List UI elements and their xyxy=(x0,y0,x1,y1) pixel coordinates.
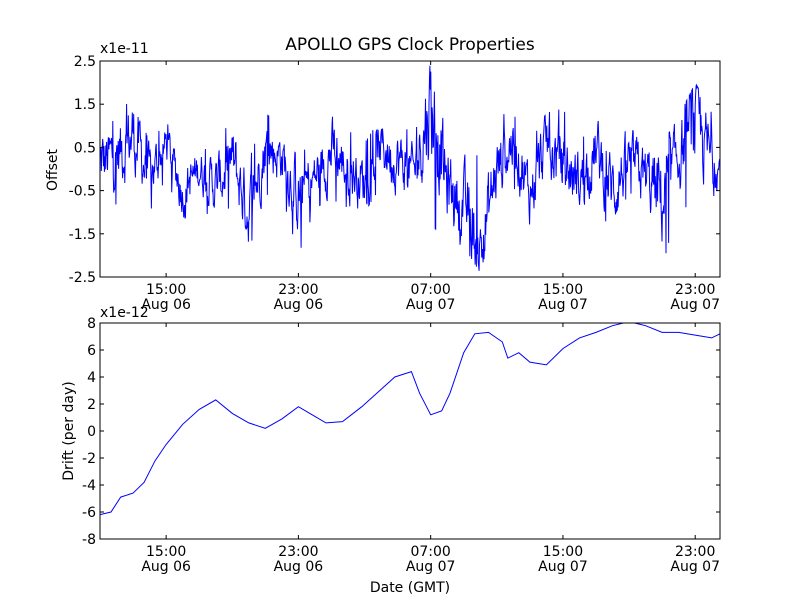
offset-x-tick-time: 07:00 xyxy=(410,282,450,298)
drift-x-tick-time: 15:00 xyxy=(543,544,583,560)
drift-series-line xyxy=(100,323,720,516)
drift-x-tick-time: 07:00 xyxy=(410,544,450,560)
drift-y-tick-label: 4 xyxy=(87,370,96,386)
offset-x-tick-date: Aug 06 xyxy=(274,297,324,313)
offset-plot-area xyxy=(100,65,720,271)
drift-x-label: Date (GMT) xyxy=(370,580,450,596)
drift-y-tick-label: 0 xyxy=(87,424,96,440)
offset-x-tick-time: 15:00 xyxy=(146,282,186,298)
offset-x-tick-date: Aug 06 xyxy=(141,297,191,313)
offset-y-tick-label: 0.5 xyxy=(74,140,96,156)
offset-multiplier: x1e-11 xyxy=(100,41,149,57)
drift-y-tick-label: -8 xyxy=(82,532,96,548)
drift-y-label: Drift (per day) xyxy=(61,381,77,480)
drift-plot-area xyxy=(100,323,720,516)
offset-x-tick-time: 23:00 xyxy=(675,282,715,298)
chart-title: APOLLO GPS Clock Properties xyxy=(285,35,535,55)
offset-x-tick-time: 15:00 xyxy=(543,282,583,298)
offset-y-label: Offset xyxy=(45,148,61,191)
offset-y-tick-label: -2.5 xyxy=(69,270,96,286)
offset-y-tick-label: 1.5 xyxy=(74,97,96,113)
offset-panel: APOLLO GPS Clock Properties x1e-11 Offse… xyxy=(45,35,721,313)
drift-y-ticks: -8 -6 -4 -2 0 2 4 6 8 xyxy=(82,316,720,548)
drift-x-tick-date: Aug 07 xyxy=(406,559,456,575)
drift-x-tick-time: 15:00 xyxy=(146,544,186,560)
drift-y-tick-label: -2 xyxy=(82,451,96,467)
offset-x-tick-date: Aug 07 xyxy=(670,297,720,313)
offset-axes-frame xyxy=(99,60,721,278)
offset-x-tick-time: 23:00 xyxy=(278,282,318,298)
drift-y-tick-label: -6 xyxy=(82,505,96,521)
drift-x-tick-date: Aug 07 xyxy=(670,559,720,575)
drift-y-tick-label: -4 xyxy=(82,478,96,494)
offset-y-ticks: -2.5 -1.5 -0.5 0.5 1.5 2.5 xyxy=(69,54,720,286)
drift-x-tick-date: Aug 06 xyxy=(274,559,324,575)
drift-y-tick-label: 6 xyxy=(87,343,96,359)
drift-multiplier: x1e-12 xyxy=(100,305,149,321)
offset-y-tick-label: 2.5 xyxy=(74,54,96,70)
drift-panel: x1e-12 Drift (per day) -8 -6 -4 -2 0 2 4 6 8 15:… xyxy=(61,305,721,596)
drift-x-tick-date: Aug 07 xyxy=(538,559,588,575)
offset-x-tick-date: Aug 07 xyxy=(538,297,588,313)
offset-series-line xyxy=(100,65,720,271)
drift-x-tick-time: 23:00 xyxy=(675,544,715,560)
drift-x-tick-date: Aug 06 xyxy=(141,559,191,575)
offset-y-tick-label: -0.5 xyxy=(69,184,96,200)
drift-x-tick-time: 23:00 xyxy=(278,544,318,560)
offset-y-tick-label: -1.5 xyxy=(69,227,96,243)
drift-y-tick-label: 8 xyxy=(87,316,96,332)
offset-x-tick-date: Aug 07 xyxy=(406,297,456,313)
drift-y-tick-label: 2 xyxy=(87,397,96,413)
